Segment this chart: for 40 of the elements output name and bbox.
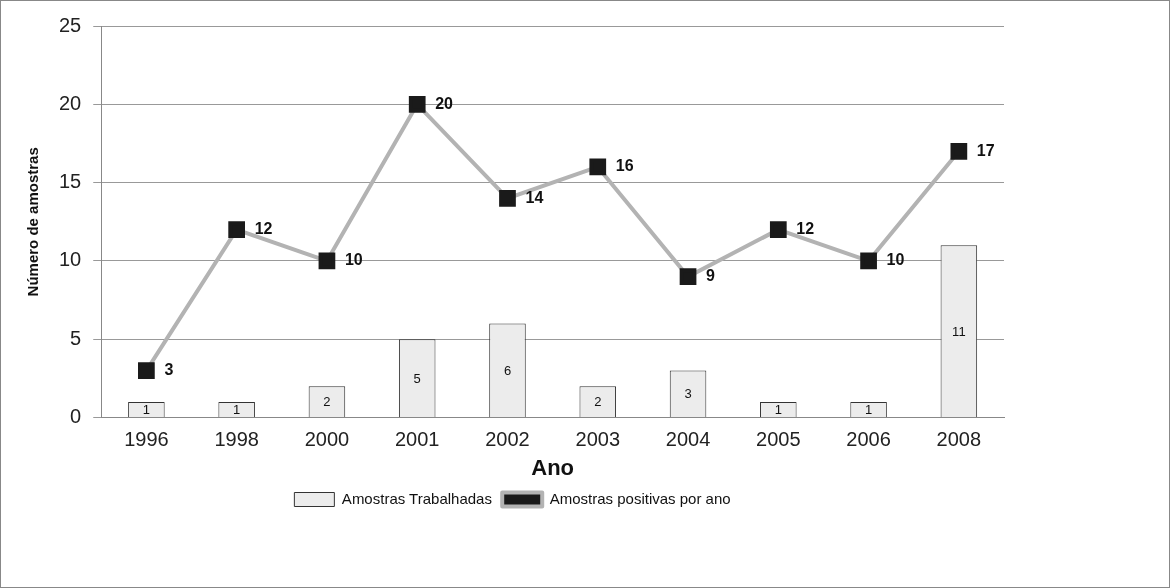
x-tick-label: 2003	[575, 428, 621, 451]
data-label: 12	[796, 220, 815, 238]
data-label: 9	[706, 267, 716, 285]
y-tick-label: 5	[70, 326, 82, 349]
data-label: 17	[976, 141, 995, 159]
data-label: 1	[774, 402, 782, 418]
data-label: 3	[684, 386, 692, 402]
data-label: 1	[233, 402, 241, 418]
data-label: 2	[323, 394, 331, 410]
x-tick-label: 2001	[394, 428, 440, 451]
x-tick-label: 2008	[936, 428, 982, 451]
data-label: 10	[344, 251, 363, 269]
x-tick-label: 2005	[756, 428, 801, 451]
x-tick-label: 2006	[846, 428, 891, 451]
x-tick-label: 2004	[665, 428, 711, 451]
data-label: 20	[435, 94, 454, 112]
y-tick-label: 0	[70, 405, 82, 428]
data-label: 16	[615, 157, 634, 175]
data-label: 3	[164, 361, 174, 379]
legend-label: Amostras Trabalhadas	[341, 489, 492, 507]
y-tick-label: 15	[59, 170, 82, 193]
x-tick-label: 1998	[214, 428, 259, 451]
y-axis-title: Número de amostras	[24, 147, 42, 297]
data-label: 11	[952, 323, 966, 339]
data-label: 5	[413, 370, 421, 386]
data-label: 14	[525, 188, 544, 206]
y-tick-label: 25	[59, 13, 82, 36]
data-label: 6	[503, 362, 512, 378]
legend-label: Amostras positivas por ano	[549, 489, 731, 507]
y-tick-label: 20	[59, 91, 82, 114]
data-label: 1	[142, 402, 150, 418]
x-axis-title: Ano	[531, 454, 575, 480]
x-tick-label: 2002	[485, 428, 530, 451]
x-tick-label: 1996	[124, 428, 169, 451]
y-tick-label: 10	[59, 248, 82, 271]
data-label: 10	[886, 251, 905, 269]
data-label: 1	[864, 402, 873, 418]
data-label: 2	[594, 394, 602, 410]
data-label: 12	[254, 220, 273, 238]
x-tick-label: 2000	[304, 428, 350, 451]
